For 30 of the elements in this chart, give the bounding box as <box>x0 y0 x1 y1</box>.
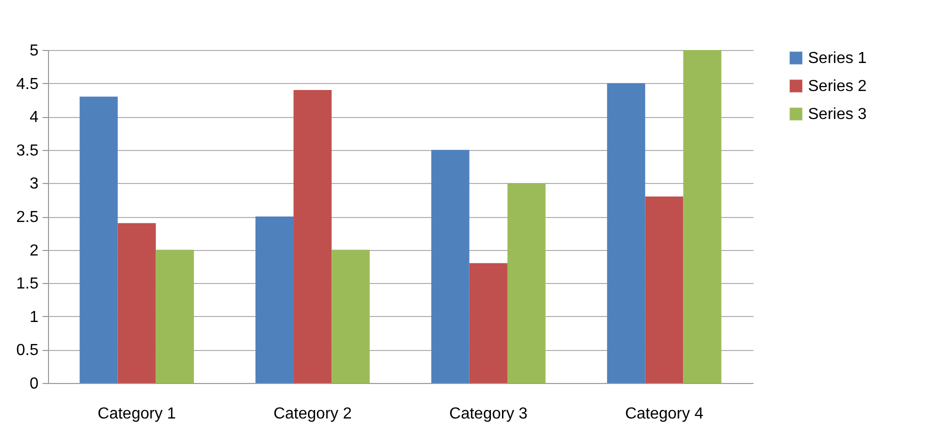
bar <box>683 50 722 383</box>
bar <box>332 250 370 383</box>
y-tick-label: 3.5 <box>16 142 39 160</box>
y-tick-label: 3 <box>30 176 39 193</box>
bar <box>645 196 684 383</box>
bar <box>607 83 646 383</box>
bar <box>80 96 118 383</box>
x-tick-label: Category 2 <box>273 406 352 422</box>
bar <box>507 183 546 383</box>
x-tick-label: Category 1 <box>98 406 176 422</box>
bar <box>118 223 156 383</box>
x-tick-label: Category 3 <box>449 406 528 422</box>
bar <box>255 216 294 383</box>
y-tick-label: 0.5 <box>16 342 39 360</box>
y-tick-label: 5 <box>30 42 39 60</box>
bar <box>156 250 194 383</box>
y-tick-label: 4 <box>30 109 39 126</box>
y-tick-label: 2 <box>30 242 39 260</box>
bar <box>431 150 470 383</box>
y-tick-label: 1 <box>30 308 39 326</box>
legend-label: Series 3 <box>808 106 867 123</box>
y-tick-label: 1.5 <box>16 276 39 293</box>
legend-label: Series 2 <box>808 78 867 95</box>
bar <box>469 263 508 383</box>
y-tick-label: 2.5 <box>16 209 39 226</box>
y-tick-label: 0 <box>30 376 39 392</box>
y-tick-label: 4.5 <box>16 76 39 93</box>
bar <box>294 90 332 383</box>
x-tick-label: Category 4 <box>625 406 704 422</box>
legend-label: Series 1 <box>808 50 867 67</box>
